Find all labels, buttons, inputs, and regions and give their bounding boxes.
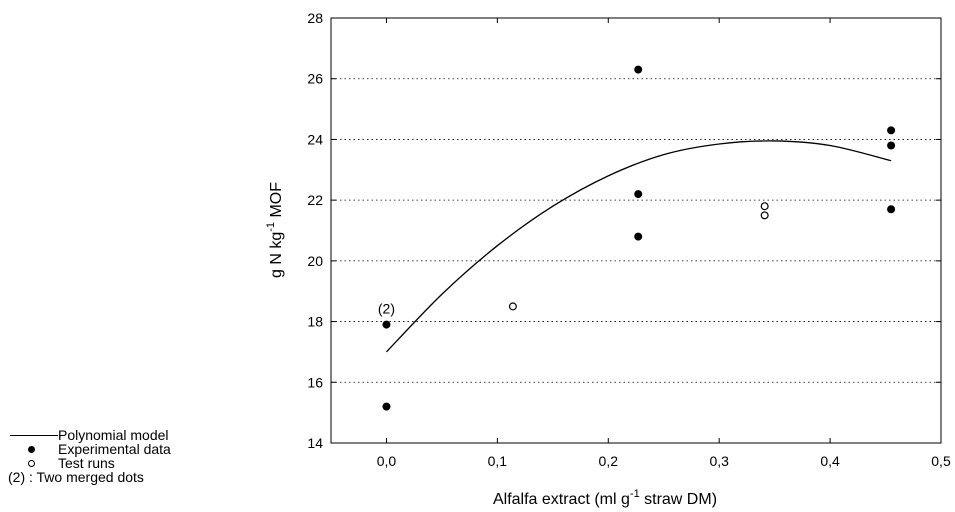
x-tick-label: 0,4 (820, 453, 840, 469)
legend-filled-dot-symbol (8, 442, 58, 456)
y-axis-label: g N kg-1 MOF (265, 182, 285, 278)
y-tick-label: 18 (307, 314, 323, 330)
grid-lines (331, 78, 941, 383)
y-tick-label: 16 (307, 374, 323, 390)
x-tick-label: 0,3 (709, 453, 729, 469)
legend: Polynomial model Experimental data Test … (8, 428, 171, 484)
test-run-point (508, 302, 517, 311)
polynomial-model-line (385, 140, 892, 353)
legend-line-symbol (8, 428, 58, 442)
plot-frame (330, 17, 942, 444)
experimental-data-point (634, 232, 643, 241)
experimental-data-point (887, 141, 896, 150)
legend-item-polynomial-model: Polynomial model (8, 428, 171, 442)
y-tick-label: 28 (307, 10, 323, 26)
y-tick-label: 24 (307, 131, 323, 147)
x-tick-label: 0,5 (931, 453, 951, 469)
legend-label: Polynomial model (58, 427, 169, 443)
y-tick-label: 26 (307, 71, 323, 87)
experimental-data-point (382, 402, 391, 411)
y-tick-label: 14 (307, 435, 323, 451)
y-axis: 14 16 18 20 22 24 26 28 (307, 10, 941, 451)
legend-note: (2) : Two merged dots (8, 469, 144, 485)
x-tick-label: 0,2 (599, 453, 619, 469)
x-axis: 0,0 0,1 0,2 0,3 0,4 0,5 (377, 18, 951, 469)
experimental-data-point (887, 205, 896, 214)
merged-dots-annotation: (2) (378, 301, 395, 317)
experimental-data-point (887, 126, 896, 135)
x-axis-label: Alfalfa extract (ml g-1 straw DM) (493, 488, 717, 508)
legend-label: Experimental data (58, 441, 171, 457)
plot-marks: (2) (378, 65, 896, 411)
test-run-point (760, 202, 769, 211)
y-tick-label: 22 (307, 192, 323, 208)
x-tick-label: 0,0 (377, 453, 397, 469)
test-run-point (760, 211, 769, 220)
legend-item-experimental-data: Experimental data (8, 442, 171, 456)
legend-item-test-runs: Test runs (8, 456, 171, 470)
x-tick-label: 0,1 (488, 453, 508, 469)
legend-item-merged-dots-note: (2) : Two merged dots (8, 470, 171, 484)
experimental-data-point (634, 65, 643, 74)
experimental-data-point (634, 190, 643, 199)
experimental-data-point (382, 320, 391, 329)
legend-open-dot-symbol (8, 456, 58, 470)
y-tick-label: 20 (307, 253, 323, 269)
legend-label: Test runs (58, 455, 115, 471)
